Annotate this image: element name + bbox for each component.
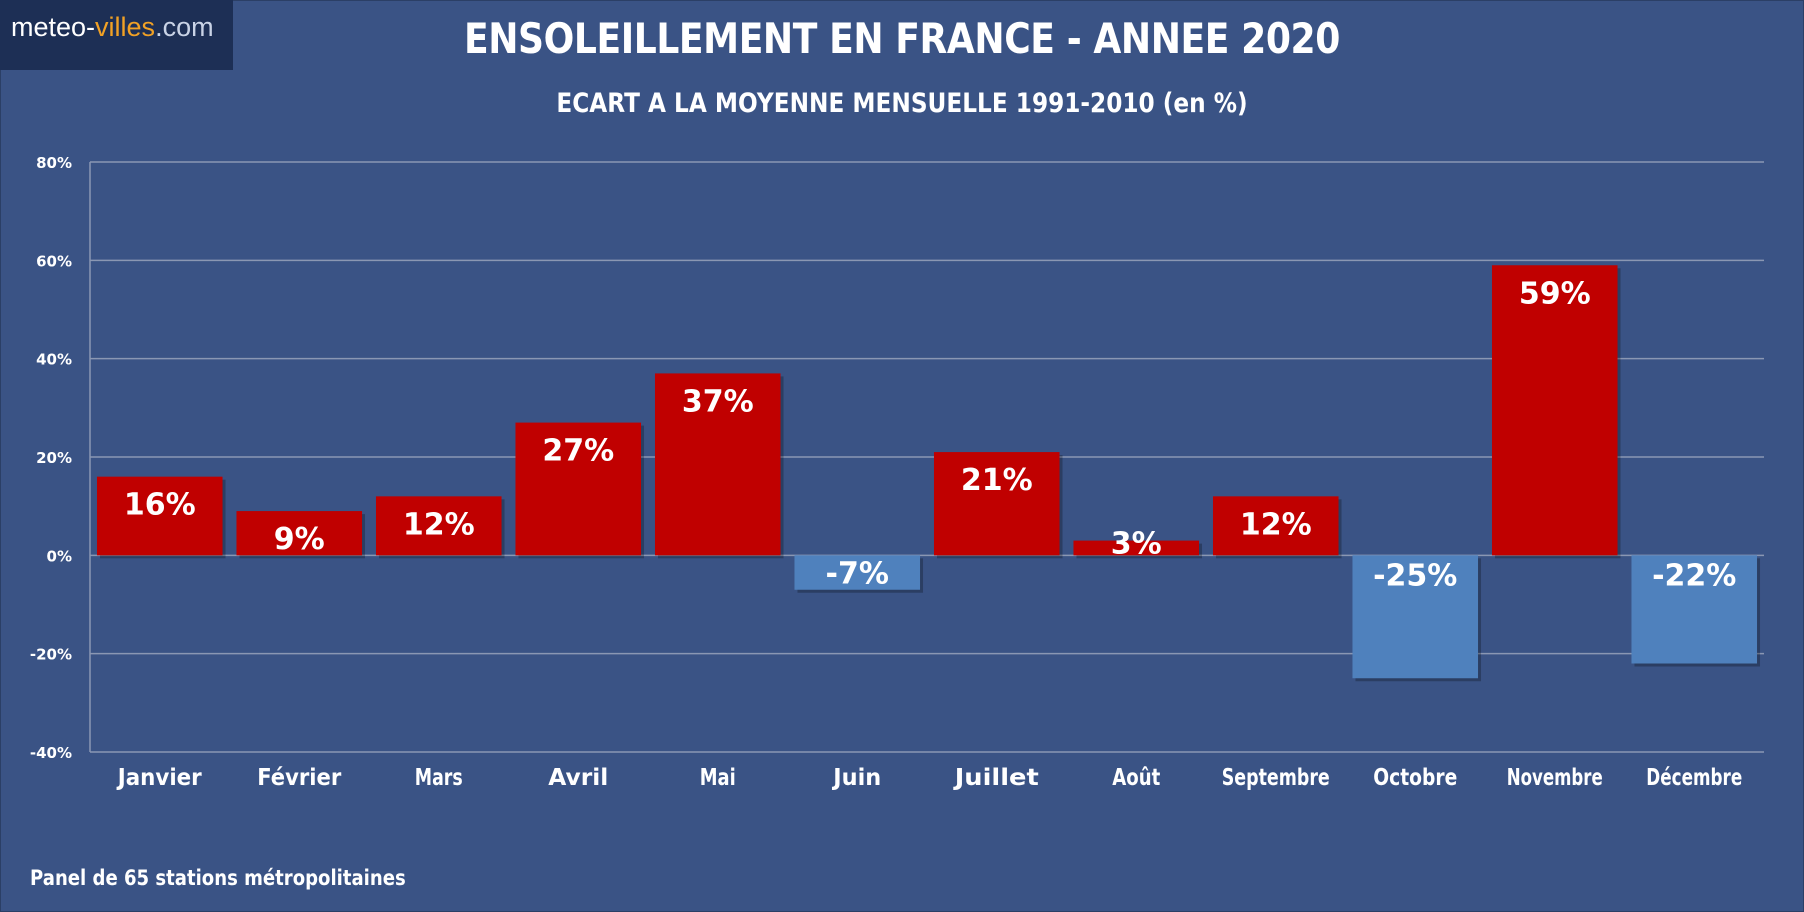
bar [1631, 555, 1758, 664]
bar [794, 555, 921, 590]
y-tick-label: -40% [30, 744, 72, 762]
bar [654, 373, 781, 556]
x-tick-label: Décembre [1646, 765, 1742, 791]
bar [933, 452, 1060, 556]
y-tick-label: 20% [36, 449, 72, 467]
data-label: -25% [1373, 558, 1457, 593]
x-tick-label: Février [257, 765, 342, 791]
data-label: 12% [403, 507, 475, 542]
chart-subtitle: ECART A LA MOYENNE MENSUELLE 1991-2010 (… [556, 88, 1248, 119]
y-tick-label: 40% [36, 351, 72, 369]
bar [1491, 265, 1618, 556]
data-label: 27% [542, 434, 614, 469]
x-tick-label: Avril [548, 765, 608, 791]
bar [1073, 540, 1200, 556]
bar [375, 496, 502, 556]
chart-title: ENSOLEILLEMENT EN FRANCE - ANNEE 2020 [464, 14, 1340, 63]
bar [96, 476, 223, 556]
x-tick-label: Octobre [1373, 765, 1457, 791]
data-label: 9% [274, 522, 325, 557]
data-label: 16% [124, 488, 196, 523]
logo-text-domain: .com [155, 12, 214, 42]
x-tick-label: Septembre [1222, 765, 1330, 791]
x-tick-label: Mars [415, 765, 463, 791]
site-logo[interactable]: meteo-villes .com [0, 0, 233, 70]
bar [236, 511, 363, 556]
y-tick-label: 0% [47, 547, 72, 565]
x-tick-label: Janvier [116, 765, 202, 791]
bar [1212, 496, 1339, 556]
data-label: 37% [682, 384, 754, 419]
bar [515, 422, 642, 556]
x-tick-label: Mai [700, 765, 736, 791]
data-label: 3% [1111, 526, 1162, 561]
chart-footnote: Panel de 65 stations métropolitaines [30, 866, 406, 890]
x-tick-label: Août [1112, 765, 1160, 791]
data-label: 21% [961, 463, 1033, 498]
x-tick-label: Juin [831, 765, 881, 791]
y-tick-label: -20% [30, 646, 72, 664]
data-label: 12% [1240, 507, 1312, 542]
x-tick-label: Novembre [1507, 765, 1603, 791]
y-tick-label: 60% [36, 252, 72, 270]
data-label: 59% [1519, 276, 1591, 311]
data-label: -7% [826, 556, 889, 591]
data-label: -22% [1652, 558, 1736, 593]
bar [1352, 555, 1479, 679]
logo-text-accent: villes [95, 12, 156, 42]
y-tick-label: 80% [36, 154, 72, 172]
x-tick-label: Juillet [953, 765, 1039, 791]
logo-text-part1: meteo- [11, 12, 96, 42]
